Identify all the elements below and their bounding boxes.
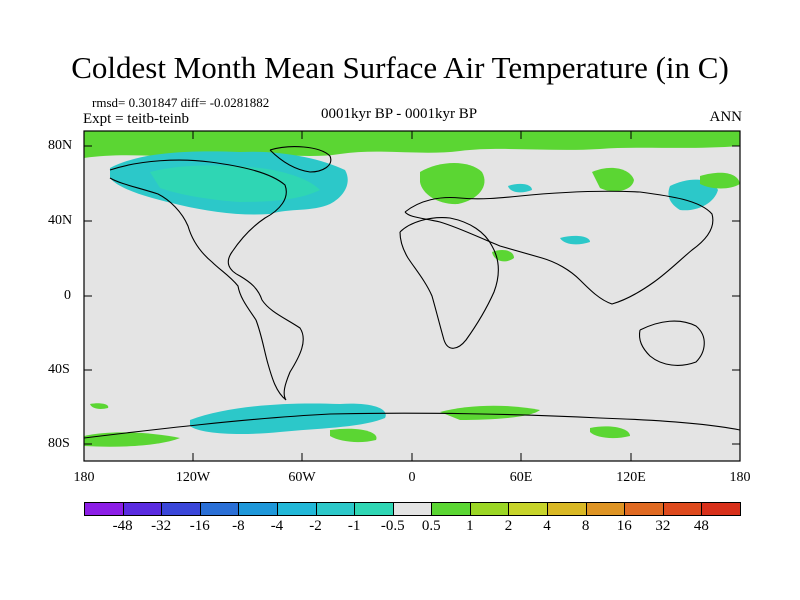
- experiment-label: Expt = teitb-teinb: [83, 111, 189, 127]
- lon-label-120w: 120W: [175, 470, 211, 485]
- colorbar-swatch: [585, 502, 626, 516]
- colorbar-label: -16: [189, 518, 210, 534]
- colorbar-label: -48: [112, 518, 133, 534]
- anomaly-region-antarctic-1: [190, 403, 386, 434]
- axis-ticks: [84, 131, 740, 461]
- anomaly-region-europe: [420, 163, 485, 205]
- colorbar-label: 8: [581, 518, 590, 534]
- anomaly-region-north-america-core: [150, 165, 320, 202]
- anomaly-region-east-asia: [668, 179, 718, 211]
- lat-label-80n: 80N: [48, 138, 73, 153]
- colorbar-label: -8: [232, 518, 245, 534]
- colorbar-swatch: [315, 502, 356, 516]
- lon-label-180e: 180: [729, 470, 751, 485]
- colorbar-label: 0.5: [421, 518, 441, 534]
- colorbar-label: -32: [151, 518, 172, 534]
- colorbar-label: 1: [466, 518, 474, 534]
- colorbar-swatch: [84, 502, 124, 516]
- colorbar-swatch: [122, 502, 163, 516]
- chart-title: Coldest Month Mean Surface Air Temperatu…: [71, 50, 729, 85]
- colorbar-swatch: [508, 502, 549, 516]
- colorbar-swatch: [392, 502, 433, 516]
- lon-label-180w: 180: [73, 470, 95, 485]
- anomaly-region-middle-east: [560, 235, 590, 245]
- lat-label-0: 0: [64, 288, 71, 303]
- colorbar-swatch: [276, 502, 317, 516]
- coastlines: [84, 146, 740, 439]
- colorbar-label: 4: [543, 518, 551, 534]
- stats-label: rmsd= 0.301847 diff= -0.0281882: [92, 95, 270, 110]
- colorbar-swatch: [469, 502, 510, 516]
- anomaly-region-antarctic-6: [90, 403, 109, 409]
- season-label: ANN: [709, 109, 743, 125]
- colorbar-label: 32: [655, 518, 671, 534]
- colorbar-label: 2: [504, 518, 513, 534]
- anomaly-region-antarctic-5: [84, 432, 180, 447]
- colorbar-swatch: [701, 502, 741, 516]
- colorbar-swatch: [662, 502, 703, 516]
- colorbar-label: -4: [270, 518, 284, 534]
- lon-label-120e: 120E: [616, 470, 646, 485]
- lon-label-60w: 60W: [288, 470, 316, 485]
- anomaly-region-antarctic-3: [330, 428, 377, 443]
- lat-label-40n: 40N: [48, 213, 73, 228]
- colorbar-swatch: [199, 502, 240, 516]
- colorbar-swatch: [354, 502, 394, 516]
- lon-label-60e: 60E: [509, 470, 533, 485]
- anomaly-region-arctic: [84, 131, 740, 158]
- colorbar-label: -1: [347, 518, 361, 534]
- colorbar-label: -2: [309, 518, 322, 534]
- colorbar-swatch: [624, 502, 664, 516]
- colorbar-swatch: [238, 502, 278, 516]
- colorbar-label: 48: [693, 518, 709, 534]
- colorbar-label: -0.5: [380, 518, 405, 534]
- lat-label-40s: 40S: [48, 362, 70, 377]
- period-label: 0001kyr BP - 0001kyr BP: [321, 106, 478, 122]
- colorbar-label: 16: [616, 518, 632, 534]
- colorbar-swatch: [431, 502, 471, 516]
- colorbar-swatch: [161, 502, 201, 516]
- anomaly-region-central-asia: [508, 183, 532, 193]
- anomaly-region-antarctic-4: [590, 426, 630, 439]
- lon-label-0: 0: [408, 470, 416, 485]
- anomaly-region-antarctic-2: [440, 405, 540, 420]
- anomaly-region-siberia: [592, 167, 634, 192]
- colorbar-swatch: [547, 502, 587, 516]
- lat-label-80s: 80S: [48, 436, 70, 451]
- anomaly-region-far-east: [700, 172, 740, 189]
